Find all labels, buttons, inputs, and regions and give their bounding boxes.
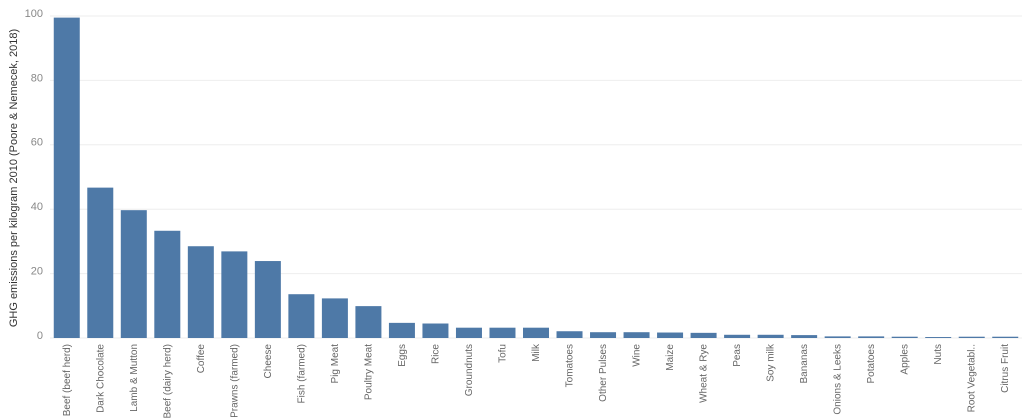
x-tick-label: Onions & Leeks xyxy=(833,344,844,415)
x-tick-label: Lamb & Mutton xyxy=(129,344,140,412)
bar xyxy=(489,327,516,338)
x-tick-label: Wheat & Rye xyxy=(699,344,710,403)
bar xyxy=(891,336,918,338)
bar xyxy=(556,331,583,338)
bar xyxy=(288,294,315,338)
bar xyxy=(958,336,985,338)
x-tick-label: Rice xyxy=(430,344,441,364)
x-tick-label: Soy milk xyxy=(766,343,777,382)
bar xyxy=(858,336,885,338)
x-tick-label: Wine xyxy=(632,344,643,367)
x-tick-label: Poultry Meat xyxy=(363,344,374,400)
x-tick-label: Citrus Fruit xyxy=(1000,344,1011,393)
x-tick-label: Pig Meat xyxy=(330,344,341,384)
x-tick-label: Apples xyxy=(900,344,911,375)
bar xyxy=(154,230,181,338)
bar xyxy=(724,334,751,338)
x-tick-label: Dark Chocolate xyxy=(95,344,106,413)
y-tick-label: 0 xyxy=(37,330,43,342)
bar xyxy=(388,322,415,338)
bar xyxy=(355,306,382,338)
bar xyxy=(757,334,784,338)
bar xyxy=(221,251,248,338)
bar xyxy=(53,17,80,339)
x-tick-label: Maize xyxy=(665,344,676,371)
bar xyxy=(992,336,1019,338)
x-tick-label: Tomatoes xyxy=(565,344,576,387)
bar xyxy=(623,332,650,338)
y-tick-label: 80 xyxy=(31,72,43,84)
bar xyxy=(254,261,281,338)
bar xyxy=(523,327,549,338)
bar xyxy=(87,187,114,338)
y-tick-label: 20 xyxy=(31,266,43,278)
x-tick-label: Potatoes xyxy=(866,344,877,383)
bar xyxy=(590,332,617,338)
x-tick-label: Peas xyxy=(732,344,743,367)
bar xyxy=(925,337,952,338)
x-tick-label: Beef (beef herd) xyxy=(62,344,73,416)
x-tick-label: Fish (farmed) xyxy=(296,344,307,403)
bar xyxy=(321,298,348,338)
y-tick-label: 40 xyxy=(31,201,43,213)
bar xyxy=(422,323,449,338)
bar xyxy=(690,332,717,338)
x-tick-label: Prawns (farmed) xyxy=(229,344,240,418)
x-tick-label: Coffee xyxy=(196,344,207,374)
y-tick-label: 100 xyxy=(25,8,43,20)
x-tick-label: Root Vegetabl.. xyxy=(967,344,978,412)
x-tick-label: Bananas xyxy=(799,344,810,383)
x-tick-label: Eggs xyxy=(397,344,408,367)
x-tick-label: Groundnuts xyxy=(464,344,475,396)
x-tick-label: Beef (dairy herd) xyxy=(162,344,173,418)
x-tick-label: Cheese xyxy=(263,344,274,379)
bar xyxy=(120,210,147,338)
bar xyxy=(455,327,482,338)
y-axis-title: GHG emissions per kilogram 2010 (Poore &… xyxy=(8,29,20,327)
bar xyxy=(187,246,214,338)
x-tick-label: Nuts xyxy=(933,344,944,365)
y-tick-label: 60 xyxy=(31,137,43,149)
bar xyxy=(824,336,851,338)
bar xyxy=(657,332,684,338)
x-tick-label: Other Pulses xyxy=(598,344,609,402)
x-tick-label: Milk xyxy=(531,343,542,362)
bar xyxy=(791,335,818,338)
x-tick-label: Tofu xyxy=(497,344,508,363)
